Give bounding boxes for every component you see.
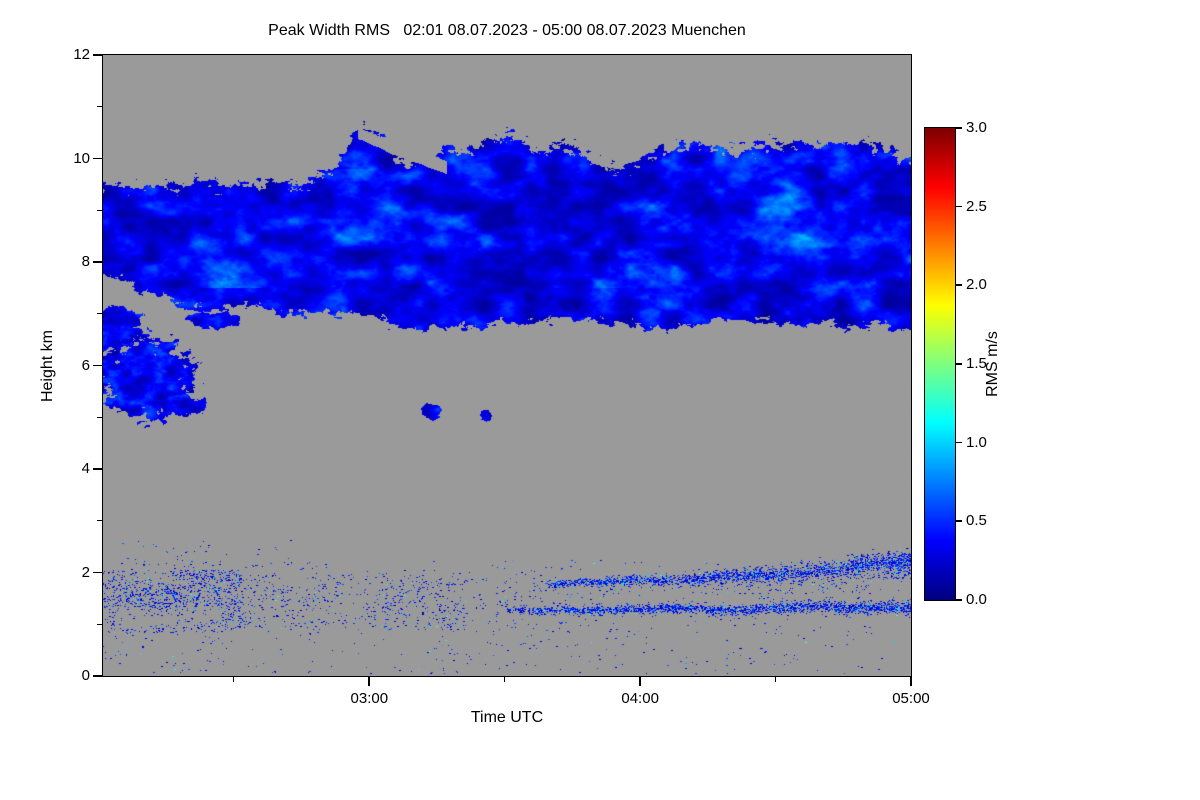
y-minor-tick-mark [97, 520, 102, 522]
colorbar-tick-label: 1.0 [966, 433, 987, 451]
x-minor-tick-mark [233, 677, 235, 682]
x-tick-label: 04:00 [621, 690, 659, 707]
y-tick-mark [93, 364, 102, 366]
colorbar-frame [924, 127, 956, 601]
y-tick-mark [93, 54, 102, 56]
y-minor-tick-mark [97, 209, 102, 211]
y-tick-mark [93, 675, 102, 677]
colorbar-tick-label: 2.5 [966, 197, 987, 215]
y-tick-label: 10 [73, 149, 90, 167]
colorbar-tick-label: 0.5 [966, 512, 987, 530]
y-tick-label: 2 [81, 563, 90, 581]
colorbar-tick-mark [956, 441, 962, 444]
chart-title: Peak Width RMS 02:01 08.07.2023 - 05:00 … [268, 22, 746, 39]
x-axis-label: Time UTC [470, 709, 544, 726]
x-tick-mark [910, 677, 912, 686]
colorbar-tick-label: 3.0 [966, 119, 987, 136]
y-minor-tick-mark [97, 416, 102, 418]
x-tick-label: 03:00 [350, 690, 389, 707]
y-tick-mark [93, 261, 102, 263]
x-minor-tick-mark [775, 677, 777, 682]
plot-frame [102, 54, 912, 677]
colorbar-tick-mark [956, 205, 962, 208]
y-tick-mark [93, 157, 102, 159]
y-tick-label: 12 [73, 46, 90, 63]
x-tick-label: 05:00 [892, 690, 930, 707]
y-tick-mark [93, 468, 102, 470]
colorbar-tick-mark [956, 363, 962, 365]
x-tick-mark [639, 677, 641, 686]
y-tick-mark [93, 571, 102, 573]
x-minor-tick-mark [504, 677, 506, 682]
y-minor-tick-mark [97, 623, 102, 625]
colorbar-tick-label: 0.0 [966, 591, 987, 608]
x-tick-mark [368, 677, 370, 686]
y-tick-label: 4 [81, 460, 90, 477]
colorbar-tick-mark [956, 127, 962, 129]
colorbar-gradient-canvas [925, 128, 955, 600]
colorbar-tick-mark [956, 284, 962, 286]
y-minor-tick-mark [97, 313, 102, 315]
colorbar-tick-mark [956, 599, 962, 601]
y-tick-label: 0 [81, 667, 90, 684]
heatmap-canvas [103, 55, 911, 676]
y-minor-tick-mark [97, 106, 102, 108]
colorbar-tick-label: 2.0 [966, 276, 987, 294]
colorbar-tick-label: 1.5 [966, 355, 987, 372]
colorbar-tick-mark [956, 520, 962, 522]
y-tick-label: 6 [81, 356, 90, 374]
y-tick-label: 8 [81, 253, 90, 270]
